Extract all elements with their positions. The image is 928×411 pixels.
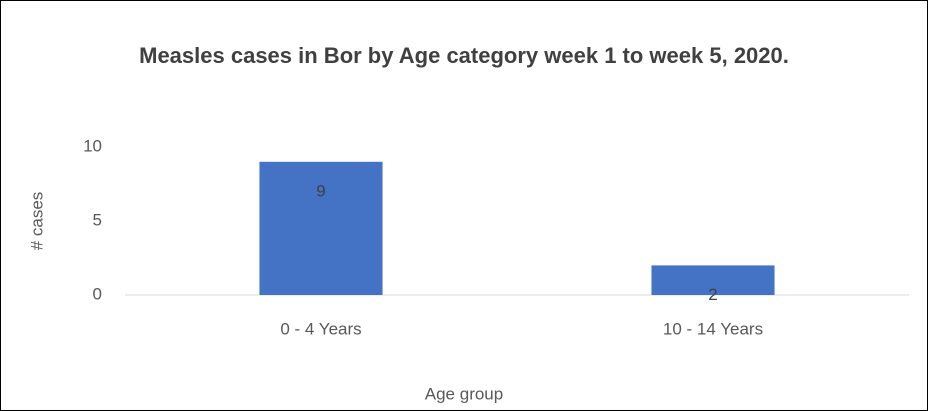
data-label: 9	[316, 181, 325, 200]
bar	[651, 265, 775, 295]
x-axis-title: Age group	[425, 384, 503, 403]
x-tick-label: 10 - 14 Years	[663, 319, 763, 338]
bar	[259, 161, 383, 295]
y-tick-label: 5	[93, 210, 102, 229]
y-axis-title: # cases	[27, 192, 46, 251]
x-tick-label: 0 - 4 Years	[280, 319, 361, 338]
data-label: 2	[708, 285, 717, 304]
y-tick-label: 0	[93, 284, 102, 303]
chart-title: Measles cases in Bor by Age category wee…	[139, 43, 789, 68]
y-tick-label: 10	[83, 136, 102, 155]
